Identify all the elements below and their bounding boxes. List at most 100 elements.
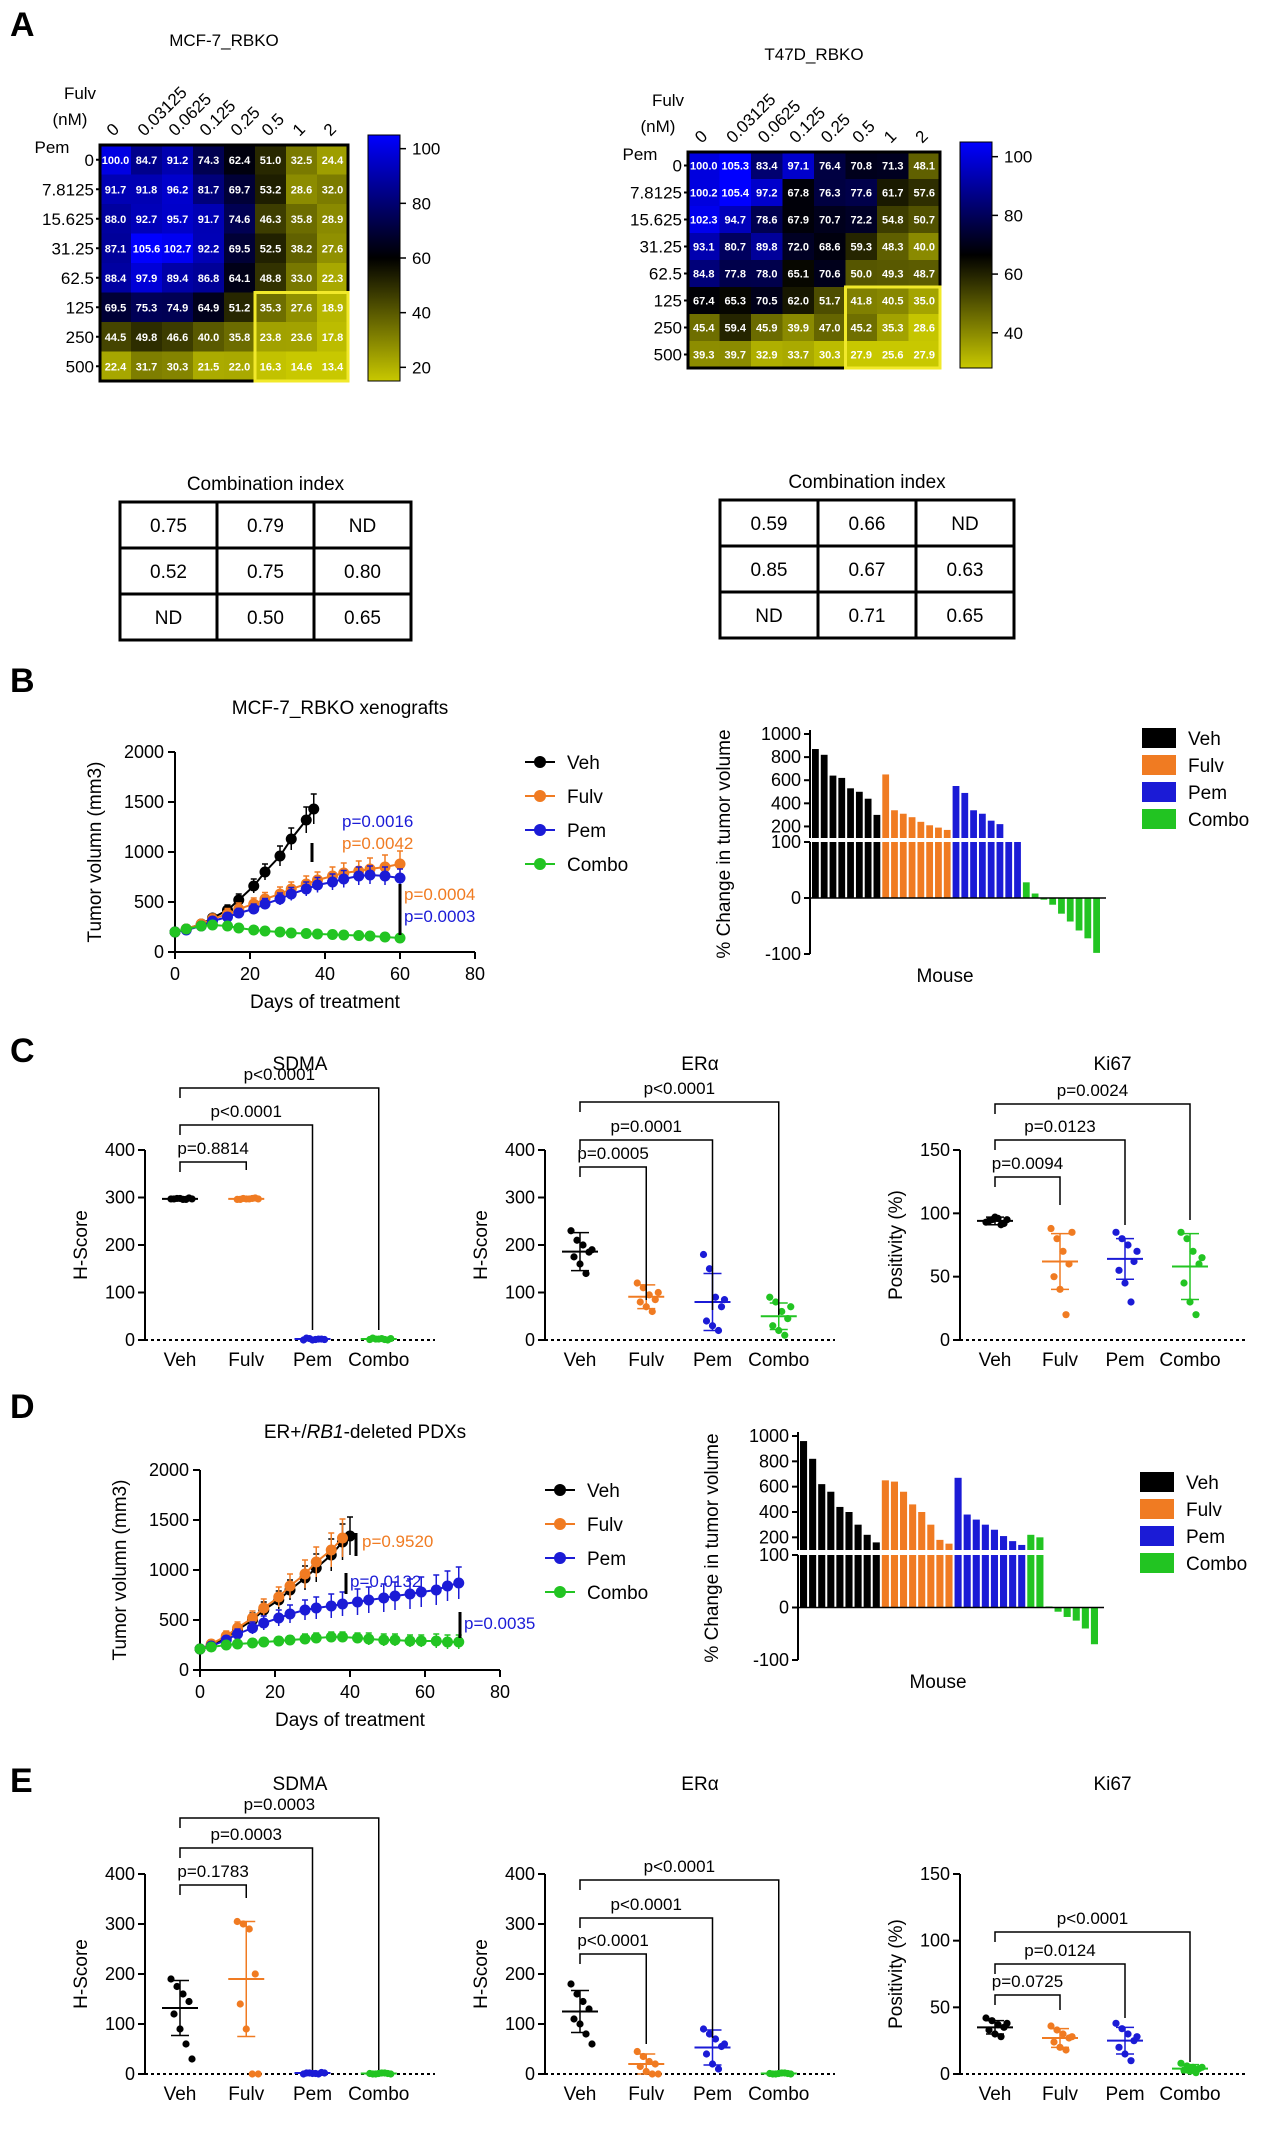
legend-label-combo: Combo (587, 1583, 648, 1604)
data-point-pem-5 (233, 907, 245, 919)
heatmap-cell-3-5 (255, 233, 286, 263)
bar-upper-fulv-3 (908, 817, 916, 838)
y-tick-label-1: 50 (930, 1267, 950, 1287)
heatmap-cell-3-6 (877, 233, 909, 260)
comparison-bracket-2 (994, 1931, 1191, 2062)
col-label-0: 0 (103, 120, 123, 140)
heatmap-cell-3-1 (719, 233, 751, 260)
point-pem-0 (699, 2025, 708, 2033)
row-label-3: 31.25 (639, 238, 682, 257)
heatmap-value-5-2: 74.9 (167, 302, 188, 314)
heatmap-cell-6-5 (845, 314, 877, 341)
heatmap-value-2-2: 95.7 (167, 214, 188, 226)
point-combo-2 (778, 1307, 786, 1316)
bar-lower-fulv-2 (899, 842, 907, 898)
heatmap-cell-2-3 (193, 204, 224, 234)
ci-cell-0-0: 0.75 (150, 516, 187, 537)
heatmap-value-7-5: 16.3 (260, 361, 281, 373)
heatmap-cell-3-2 (162, 233, 193, 263)
legend-label-combo: Combo (567, 855, 628, 876)
heatmap-cell-2-7 (317, 204, 348, 234)
heatmap-value-6-3: 39.9 (788, 323, 809, 335)
heatmap-cell-1-4 (224, 174, 255, 204)
heatmap-value-1-7: 57.6 (914, 188, 935, 200)
heatmap-cell-6-5 (255, 322, 286, 352)
y-tick-label-3: 300 (505, 1188, 535, 1208)
heatmap-cell-7-7 (908, 341, 940, 368)
bar-lower-veh-3 (838, 842, 846, 898)
ci-cell-2-0: ND (755, 606, 782, 627)
heatmap-cell-5-5 (845, 287, 877, 314)
heatmap-value-4-2: 78.0 (756, 269, 777, 281)
heatmap-value-0-3: 97.1 (788, 161, 809, 173)
heatmap-cell-0-4 (224, 145, 255, 175)
bar-upper-veh-1 (820, 754, 828, 838)
point-combo-1 (1183, 1235, 1191, 1243)
heatmap-value-0-2: 83.4 (756, 161, 778, 173)
category-label-veh: Veh (564, 1350, 597, 1371)
y-tick-label-3: 150 (920, 1864, 950, 1884)
data-point-pem-13 (363, 1594, 375, 1606)
y-tick-label-2: 1000 (124, 842, 164, 862)
point-pem-4 (702, 2050, 711, 2058)
point-pem-2 (711, 2035, 720, 2043)
bar-lower-fulv-7 (945, 1555, 953, 1608)
heatmap-value-0-5: 70.8 (851, 161, 872, 173)
heatmap-cell-2-5 (845, 206, 877, 233)
bar-upper-pem-4 (987, 820, 995, 838)
point-pem-5 (1121, 1279, 1129, 1287)
heatmap-cell-4-1 (719, 260, 751, 287)
point-veh-7 (1003, 2019, 1011, 2027)
bar-lower-combo-0 (1027, 1555, 1035, 1608)
heatmap-cell-5-7 (908, 287, 940, 314)
heatmap-cell-7-0 (100, 351, 131, 381)
data-point-combo-6 (248, 924, 260, 936)
data-point-pem-4 (247, 1622, 258, 1634)
point-fulv-6 (248, 2070, 256, 2078)
bar-upper-pem-1 (961, 792, 969, 838)
category-label-pem: Pem (1105, 1350, 1144, 1371)
point-veh-7 (588, 2040, 596, 2048)
heatmap-value-5-7: 18.9 (322, 302, 343, 314)
heatmap-value-0-3: 74.3 (198, 155, 219, 167)
heatmap-cell-5-4 (814, 287, 846, 314)
heatmap-value-5-2: 70.5 (756, 296, 777, 308)
heatmap-value-2-7: 28.9 (322, 214, 343, 226)
data-point-pem-15 (364, 869, 376, 881)
heatmap-cell-3-1 (131, 233, 162, 263)
ci-table-frame (118, 500, 413, 642)
data-point-fulv-7 (284, 1580, 296, 1592)
category-label-combo: Combo (1159, 1350, 1220, 1371)
heatmap-cell-3-0 (688, 233, 720, 260)
heatmap-value-1-1: 91.8 (136, 184, 157, 196)
upper-tick-label-0: 1000 (761, 724, 801, 744)
data-point-pem-17 (415, 1586, 427, 1598)
plot-title: Ki67 (1093, 1774, 1131, 1795)
dotplot-e-ki67: Ki67 0 50 100 150 Positivity (%) Veh Fulv Pem Com… (886, 1774, 1245, 2105)
row-label-5: 125 (654, 292, 682, 311)
bar-lower-fulv-4 (918, 1555, 926, 1608)
point-veh-2 (579, 1241, 587, 1249)
comparison-p-value-2: p<0.0001 (644, 1079, 715, 1098)
data-point-fulv-11 (337, 1532, 348, 1544)
heatmap-cell-4-4 (224, 263, 255, 293)
heatmap-cell-7-2 (751, 341, 783, 368)
upper-tick-label-1: 800 (759, 1451, 789, 1471)
data-point-pem-18 (430, 1584, 442, 1596)
point-veh-4 (170, 2010, 178, 2018)
y-axis-label: % Change in tumor volume (702, 1433, 723, 1662)
point-pem-7 (720, 2040, 729, 2048)
bar-lower-pem-1 (961, 842, 969, 898)
ci-cell-2-1: 0.50 (247, 608, 284, 629)
point-pem-1 (705, 1265, 714, 1273)
category-label-fulv: Fulv (1042, 1350, 1078, 1371)
heatmap-value-2-4: 74.6 (229, 214, 250, 226)
point-veh-1 (573, 1990, 581, 1998)
data-point-combo-7 (259, 925, 271, 937)
dotplot-c-era: ERα 0 100 200 300 400 H-Score Veh Fulv Pem Combo p=… (471, 1054, 835, 1371)
heatmap-cell-5-2 (751, 287, 783, 314)
point-fulv-0 (1047, 2022, 1055, 2030)
comparison-p-value-0: p=0.0005 (577, 1144, 648, 1163)
heatmap-value-7-4: 30.3 (819, 350, 840, 362)
